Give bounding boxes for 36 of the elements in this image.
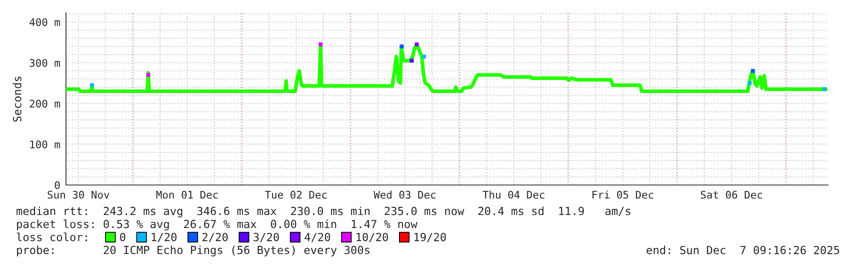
point [748, 81, 752, 86]
legend-label: 3/20 [254, 232, 279, 242]
point [822, 87, 826, 92]
legend-label: 1/20 [152, 232, 177, 242]
legend-label: 2/20 [202, 232, 228, 242]
x-tick-label: Tue 02 Dec [264, 190, 327, 199]
point [90, 83, 94, 88]
y-tick-label: 0 [54, 181, 60, 190]
point [422, 54, 426, 59]
point [410, 58, 414, 63]
x-tick-label: Thu 04 Dec [482, 190, 544, 199]
point [414, 42, 419, 46]
text: end: Sun Dec 7 09:16:26 2025 [646, 246, 840, 254]
legend-label: 4/20 [304, 232, 330, 242]
point [318, 42, 323, 46]
text: packet loss: 0.53 % avg 26.67 % max 0.00 % min 1.47 % now [17, 220, 418, 230]
legend-label: 19/20 [414, 232, 446, 242]
y-tick-label: 100 m [30, 140, 60, 148]
legend-title: loss color: [16, 232, 87, 242]
x-tick-label: Wed 03 Dec [374, 190, 436, 199]
y-tick-label: 400 m [30, 18, 60, 26]
line-series [66, 42, 828, 94]
legend-label: 0 [120, 232, 126, 242]
y-tick-label: 200 m [30, 100, 60, 108]
x-tick-label: Sun 30 Nov [48, 190, 110, 199]
x-tick-label: Sat 06 Dec [700, 190, 762, 199]
x-tick-label: Fri 05 Dec [592, 190, 654, 199]
x-tick-label: Mon 01 Dec [156, 190, 218, 199]
y-tick-label: 300 m [30, 58, 60, 67]
y-axis-title: Seconds [12, 76, 22, 122]
point [146, 72, 150, 77]
legend-label: 10/20 [356, 232, 388, 242]
point [400, 44, 404, 48]
text: median rtt: 243.2 ms avg 346.6 ms max 230.0 ms min 235.0 ms now 20.4 ms sd 11.9 am/s [16, 206, 630, 218]
text: probe: 20 ICMP Echo Pings (56 Bytes) every 300s [17, 246, 370, 256]
point [750, 68, 755, 73]
